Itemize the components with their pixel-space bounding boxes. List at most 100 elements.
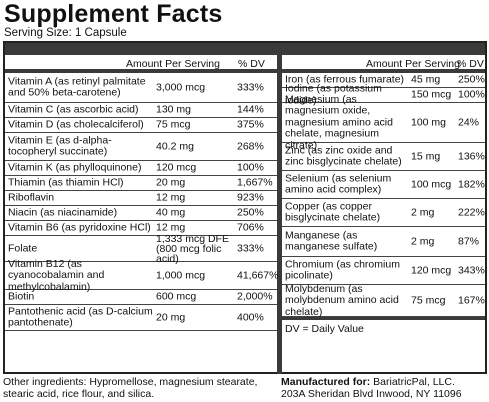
manufacturer-label: Manufactured for: [281,376,371,388]
nutrient-row: Iodine (as potassium iodide) 150 mcg 100% [282,83,485,106]
nutrient-amount: 600 mcg [156,290,197,303]
nutrient-row: Copper (as copper bisglycinate chelate) 2… [282,199,485,227]
nutrient-dv: 343% [458,263,485,276]
nutrient-name: Iron (as ferrous fumarate) [285,73,405,86]
manufacturer-info: Manufactured for: BariatricPal, LLC. 203… [281,376,489,400]
nutrient-amount: 15 mg [411,149,441,162]
nutrient-name: Chromium (as chromium picolinate) [285,258,400,282]
nutrient-dv: 250% [237,206,264,219]
nutrient-dv: 182% [458,177,485,190]
nutrient-dv: 375% [237,118,264,131]
nutrient-amount: 75 mcg [411,293,446,306]
nutrient-row: Vitamin K (as phylloquinone) 120 mcg 100% [5,161,277,176]
serving-size: Serving Size: 1 Capsule [4,27,127,39]
nutrient-row: Riboflavin 12 mg 923% [5,191,277,206]
nutrient-dv: 24% [458,115,480,128]
nutrient-row: Vitamin B12 (as cyanocobalamin and methy… [5,258,279,292]
nutrient-row: Folate 1,333 mcg DFE (800 mcg folic acid)… [5,232,277,265]
nutrient-amount: 75 mcg [156,118,191,131]
column-divider [277,55,282,374]
nutrient-name: Biotin [8,290,35,303]
nutrient-row: Molybdenum (as molybdenum amino acid che… [282,282,485,318]
left-column-header: Amount Per Serving % DV [5,55,277,73]
nutrient-dv: 41,667% [237,268,279,281]
nutrient-dv: 923% [237,191,264,204]
nutrient-amount: 100 mg [411,115,447,128]
left-nutrient-list: Vitamin A (as retinyl palmitate and 50% … [5,73,279,331]
nutrient-name: Manganese (as manganese sulfate) [285,229,378,253]
nutrient-row: Vitamin E (as d-alpha-tocopheryl succina… [5,133,277,161]
daily-value-note: DV = Daily Value [282,317,485,335]
dv-header: % DV [457,58,484,70]
right-column: Amount Per Serving % DV Iron (as ferrous… [282,55,485,335]
nutrient-row: Zinc (as zinc oxide and zinc bisglycinat… [282,143,485,171]
amount-per-serving-header: Amount Per Serving [126,58,220,70]
nutrient-dv: 2,000% [237,290,273,303]
nutrient-row: Magnesium (as magnesium oxide, magnesium… [282,93,485,150]
nutrient-name: Pantothenic acid (as D-calcium pantothen… [8,305,153,329]
right-nutrient-list: Iron (as ferrous fumarate) 45 mg 250% Iodin… [282,73,485,317]
nutrient-name: Copper (as copper bisglycinate chelate) [285,200,381,224]
nutrient-amount: 2 mg [411,205,435,218]
nutrient-name: Molybdenum (as molybdenum amino acid che… [285,282,399,318]
nutrient-name: Niacin (as niacinamide) [8,206,118,219]
nutrient-amount: 40.2 mg [156,139,194,152]
nutrient-name: Zinc (as zinc oxide and zinc bisglycinat… [285,144,402,168]
nutrient-dv: 100% [458,88,485,101]
nutrient-name: Vitamin A (as retinyl palmitate and 50% … [8,75,146,99]
nutrient-row: Chromium (as chromium picolinate) 120 mcg… [282,257,485,285]
nutrient-dv: 136% [458,149,485,162]
nutrient-name: Vitamin C (as ascorbic acid) [8,103,139,116]
nutrient-row: Selenium (as selenium amino acid complex… [282,171,485,199]
nutrient-dv: 167% [458,293,485,306]
nutrient-amount: 20 mg [156,176,186,189]
nutrient-dv: 333% [237,241,264,254]
nutrient-dv: 333% [237,80,264,93]
nutrient-name: Magnesium (as magnesium oxide, magnesium… [285,92,393,151]
nutrient-row: Vitamin D (as cholecalciferol) 75 mcg 375% [5,118,277,133]
nutrient-amount: 3,000 mcg [156,80,206,93]
nutrient-name: Iodine (as potassium iodide) [285,82,382,106]
nutrient-row: Thiamin (as thiamin HCl) 20 mg 1,667% [5,176,277,191]
nutrient-name: Folate [8,241,38,254]
supplement-facts-title: Supplement Facts [4,0,223,28]
nutrient-dv: 400% [237,310,264,323]
nutrient-dv: 222% [458,205,485,218]
manufacturer-address: 203A Sheridan Blvd Inwood, NY 11096 [281,388,462,400]
nutrient-name: Vitamin B12 (as cyanocobalamin and methy… [8,257,105,293]
nutrient-amount: 45 mg [411,73,441,86]
nutrient-dv: 87% [458,234,480,247]
nutrient-amount: 2 mg [411,234,435,247]
nutrient-name: Vitamin E (as d-alpha-tocopheryl succina… [8,134,112,158]
nutrient-dv: 144% [237,103,264,116]
nutrient-amount: 1,000 mcg [156,268,206,281]
nutrient-row: Vitamin A (as retinyl palmitate and 50% … [5,73,277,103]
supplement-facts-table: Amount Per Serving % DV Vitamin A (as re… [3,41,487,374]
nutrient-amount: 100 mcg [411,177,452,190]
nutrient-amount: 12 mg [156,221,186,234]
nutrient-amount: 20 mg [156,310,186,323]
nutrient-amount: 150 mcg [411,88,452,101]
right-column-header: Amount Per Serving % DV [282,55,485,73]
nutrient-row: Vitamin B6 (as pyridoxine HCl) 12 mg 706% [5,221,277,236]
nutrient-row: Manganese (as manganese sulfate) 2 mg 87% [282,227,485,257]
nutrient-name: Vitamin K (as phylloquinone) [8,161,142,174]
nutrient-row: Pantothenic acid (as D-calcium pantothen… [5,305,277,331]
nutrient-name: Vitamin D (as cholecalciferol) [8,118,144,131]
manufacturer-name: BariatricPal, LLC. [373,376,455,388]
nutrient-row: Biotin 600 mcg 2,000% [5,290,277,305]
nutrient-amount: 1,333 mcg DFE (800 mcg folic acid) [156,232,229,265]
nutrient-name: Selenium (as selenium amino acid complex… [285,172,392,196]
other-ingredients: Other ingredients: Hypromellose, magnesi… [3,376,258,400]
nutrient-dv: 250% [458,73,485,86]
nutrient-amount: 130 mg [156,103,192,116]
nutrient-dv: 268% [237,139,264,152]
nutrient-row: Niacin (as niacinamide) 40 mg 250% [5,206,277,221]
dv-header: % DV [238,58,265,70]
left-column: Amount Per Serving % DV Vitamin A (as re… [5,55,279,331]
nutrient-dv: 100% [237,161,264,174]
nutrient-row: Vitamin C (as ascorbic acid) 130 mg 144% [5,103,277,118]
nutrient-dv: 706% [237,221,264,234]
nutrient-name: Vitamin B6 (as pyridoxine HCl) [8,221,151,234]
table-top-bar [5,43,485,55]
